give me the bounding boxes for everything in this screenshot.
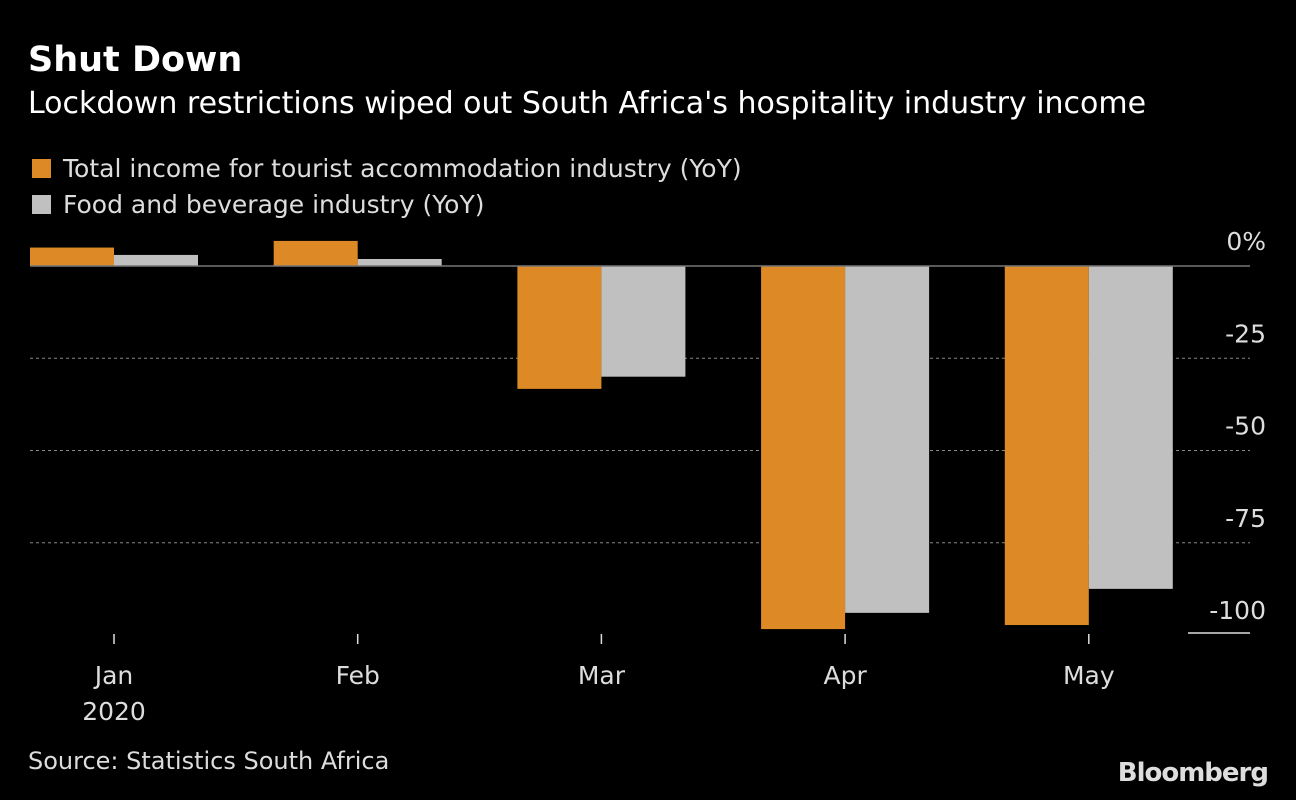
legend-swatch-accommodation (32, 159, 51, 178)
legend-label-food: Food and beverage industry (YoY) (63, 190, 485, 219)
y-tick-label: 0% (1226, 227, 1266, 256)
bar-food-mar (601, 266, 686, 377)
bar-food-jan (114, 254, 198, 266)
y-tick-label: -100 (1209, 596, 1266, 625)
legend-swatch-food (32, 195, 51, 214)
x-tick-label: Apr (823, 661, 867, 690)
y-tick-label: -75 (1225, 504, 1266, 533)
x-tick-label: Mar (578, 661, 626, 690)
chart-title: Shut Down (28, 40, 243, 80)
bar-food-apr (845, 266, 930, 613)
legend-item-accommodation: Total income for tourist accommodation i… (32, 154, 742, 183)
bar-accommodation-may (1004, 266, 1089, 626)
x-tick-label: May (1063, 661, 1115, 690)
chart-subtitle: Lockdown restrictions wiped out South Af… (28, 86, 1147, 121)
source-note: Source: Statistics South Africa (28, 747, 390, 775)
y-tick-label: -50 (1225, 412, 1266, 441)
x-tick-label: Jan (93, 661, 134, 690)
legend-item-food: Food and beverage industry (YoY) (32, 190, 484, 219)
bar-accommodation-feb (273, 240, 358, 266)
bar-food-may (1088, 266, 1173, 589)
bloomberg-logo: Bloomberg (1117, 758, 1269, 788)
x-tick-label: Feb (336, 661, 380, 690)
x-year-label: 2020 (82, 697, 146, 726)
bar-accommodation-apr (761, 266, 846, 630)
bar-food-feb (357, 258, 442, 266)
legend-label-accommodation: Total income for tourist accommodation i… (63, 154, 742, 183)
y-tick-label: -25 (1225, 319, 1266, 348)
bar-accommodation-jan (30, 247, 114, 266)
bar-accommodation-mar (517, 266, 602, 389)
